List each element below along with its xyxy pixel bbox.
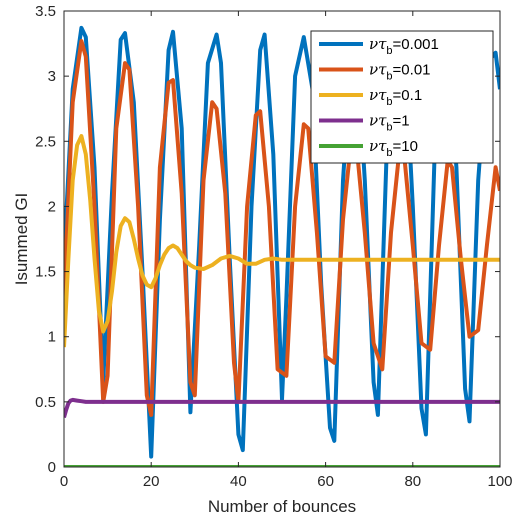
- y-tick-label: 1.5: [35, 264, 56, 281]
- x-tick-label: 60: [317, 473, 334, 490]
- x-tick-label: 20: [143, 473, 160, 490]
- x-tick-label: 100: [487, 473, 512, 490]
- x-tick-label: 80: [404, 473, 421, 490]
- x-tick-label: 0: [60, 473, 68, 490]
- legend-entry-4: ντb=10: [369, 137, 418, 159]
- series-line-2: [64, 134, 500, 348]
- legend-entry-3: ντb=1: [369, 112, 410, 134]
- y-axis-label: Isummed GI: [12, 193, 31, 286]
- x-tick-label: 40: [230, 473, 247, 490]
- legend-entry-1: ντb=0.01: [369, 61, 431, 83]
- y-tick-label: 1: [48, 329, 56, 346]
- y-tick-label: 3.5: [35, 3, 56, 20]
- legend: ντb=0.001 ντb=0.01 ντb=0.1 ντb=1 ντb=10: [310, 30, 494, 164]
- y-tick-label: 2: [48, 198, 56, 215]
- y-tick-label: 3: [48, 68, 56, 85]
- y-tick-label: 0: [48, 459, 56, 476]
- series-layer: [64, 25, 500, 467]
- series-line-1: [64, 39, 500, 417]
- y-tick-label: 2.5: [35, 133, 56, 150]
- axes-layer: 0 20 40 60 80 100 0 0.5 1 1.5 2 2.5 3 3.5: [35, 3, 512, 490]
- x-axis-label: Number of bounces: [208, 497, 356, 516]
- y-tick-label: 0.5: [35, 394, 56, 411]
- legend-entry-2: ντb=0.1: [369, 86, 422, 108]
- series-line-3: [64, 397, 500, 419]
- axes-box: [63, 10, 501, 468]
- legend-entry-0: ντb=0.001: [369, 35, 439, 57]
